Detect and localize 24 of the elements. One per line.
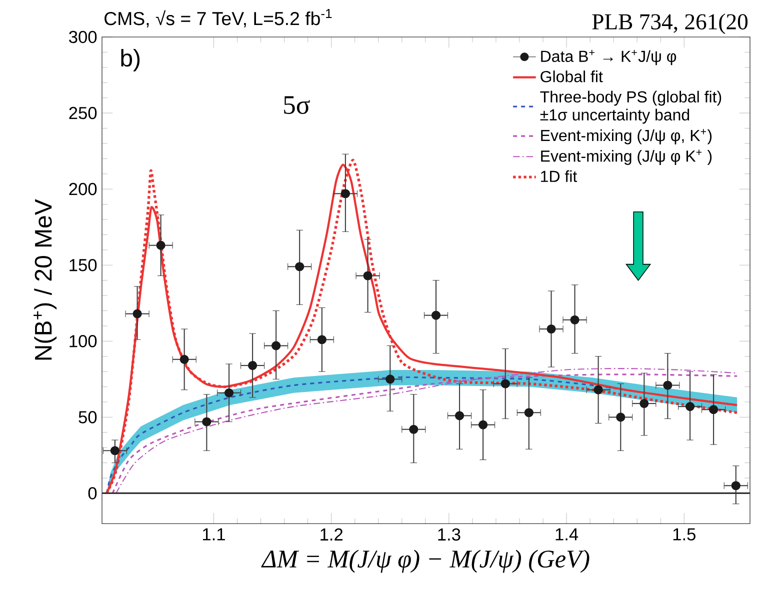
legend-label: Global fit [540, 70, 603, 82]
x-tick-label: 1.4 [556, 528, 578, 540]
legend-label: Three-body PS (global fit) ±1σ uncertainty band [540, 90, 722, 124]
annotation: 5σ [284, 96, 310, 114]
legend-label: Event-mixing (J/ψ φ K$^{+}$ ) [541, 150, 712, 165]
y-axis-title: N(B$^{+}$) / 20 MeV [34, 199, 57, 360]
text: PLB 734, 261(20 [592, 14, 748, 34]
y-tick-label: 250 [69, 106, 97, 120]
legend-label: Data B$^{+}$ → K$^{+}$J/ψ φ [541, 50, 676, 66]
x-axis-title: ΔM = M(J/ψ φ) − M(J/ψ) (GeV) [261, 550, 590, 573]
y-tick-label: 300 [69, 30, 97, 44]
y-tick-label: 200 [69, 182, 97, 196]
legend-label: Event-mixing (J/ψ φ, K$^{+}$) [541, 129, 712, 144]
x-tick-label: 1.5 [673, 528, 696, 540]
y-tick-label: 0 [88, 487, 97, 500]
x-tick-label: 1.1 [203, 528, 225, 540]
y-tick-label: 50 [78, 411, 97, 424]
y-tick-label: 100 [70, 335, 97, 348]
y-tick-label: 150 [70, 258, 97, 272]
legend-label: 1D fit [541, 170, 578, 182]
x-tick-label: 1.2 [320, 528, 343, 540]
chart-title: CMS, √s = 7 TeV, L=5.2 fb$^{-1}$ [104, 9, 332, 28]
x-tick-label: 1.3 [438, 528, 460, 541]
annotation: b) [121, 48, 140, 72]
